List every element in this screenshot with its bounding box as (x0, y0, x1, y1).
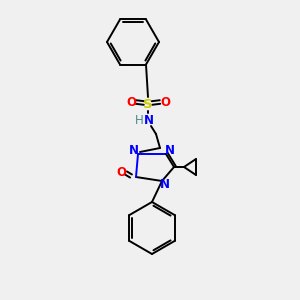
Text: O: O (160, 95, 170, 109)
Text: O: O (116, 167, 126, 179)
Text: N: N (129, 145, 139, 158)
Text: N: N (160, 178, 170, 191)
Text: H: H (135, 113, 143, 127)
Text: S: S (143, 98, 153, 110)
Text: O: O (126, 95, 136, 109)
Text: N: N (165, 145, 175, 158)
Text: N: N (144, 113, 154, 127)
